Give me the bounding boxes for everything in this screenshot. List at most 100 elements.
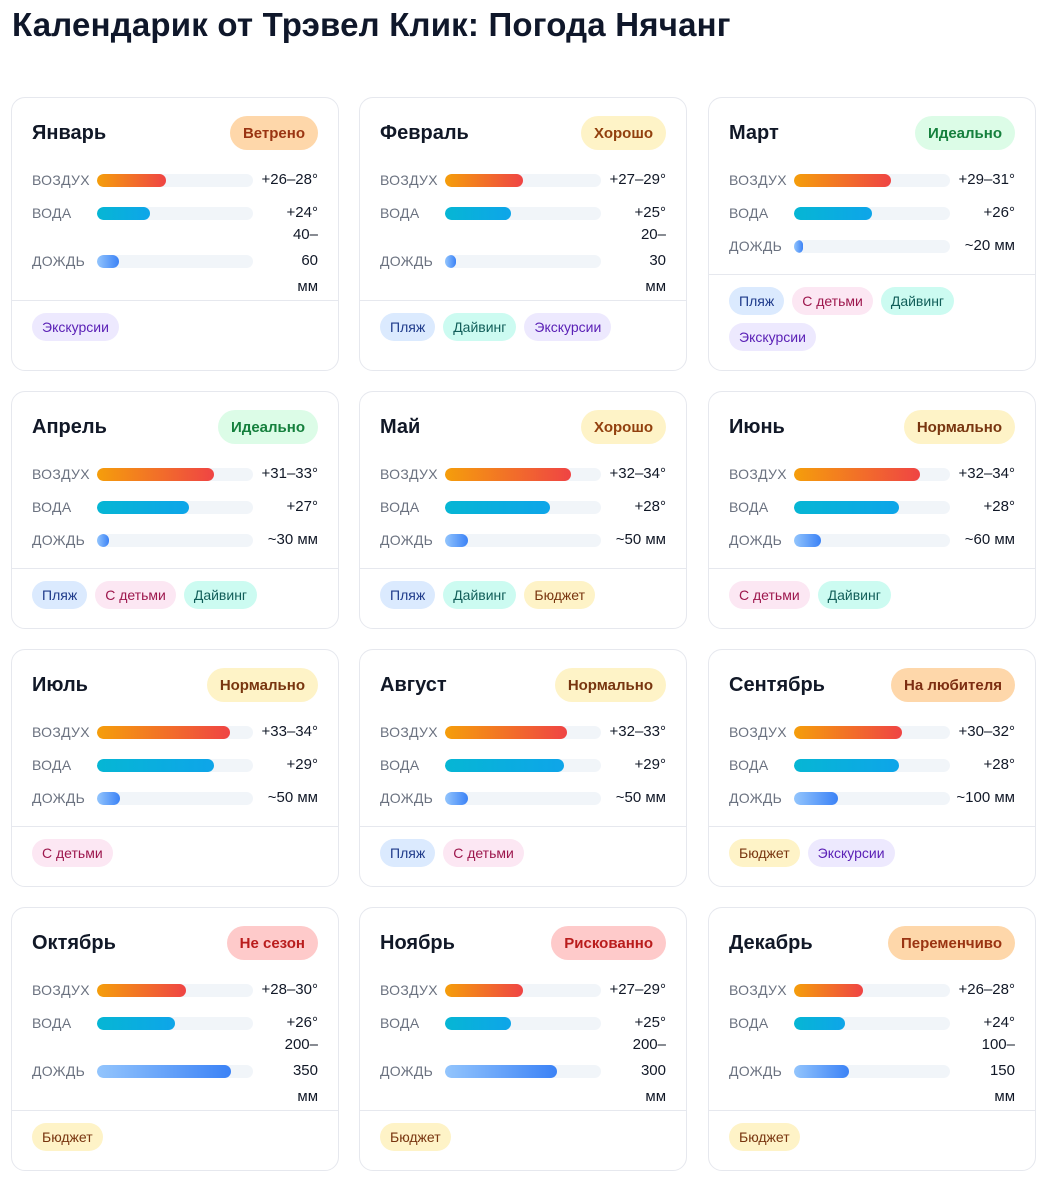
month-name: Июль — [32, 673, 88, 696]
status-badge: Идеально — [915, 116, 1015, 150]
card-header: Апрель Идеально — [32, 408, 318, 446]
water-value: +28° — [983, 756, 1015, 773]
rain-value: ~50 мм — [267, 789, 318, 806]
air-bar-fill — [445, 467, 572, 481]
air-value: +27–29° — [609, 171, 666, 188]
tag-budget[interactable]: Бюджет — [524, 581, 596, 609]
tag-budget[interactable]: Бюджет — [380, 1123, 451, 1151]
water-bar — [794, 206, 950, 220]
tag-diving[interactable]: Дайвинг — [880, 287, 955, 315]
tag-diving[interactable]: Дайвинг — [443, 581, 517, 609]
tag-beach[interactable]: Пляж — [32, 581, 88, 609]
air-label: ВОЗДУХ — [32, 724, 90, 740]
air-bar — [445, 983, 601, 997]
water-label: ВОДА — [380, 205, 420, 221]
water-metric: ВОДА +26° — [729, 201, 1015, 225]
card-divider — [12, 1110, 338, 1111]
tag-excursions[interactable]: Экскурсии — [807, 839, 895, 867]
air-value: +26–28° — [261, 171, 318, 188]
month-card: Апрель Идеально ВОЗДУХ +31–33° ВОДА +27° ДОЖДЬ… — [11, 391, 339, 629]
air-bar-fill — [794, 983, 863, 997]
tag-beach[interactable]: Пляж — [380, 839, 436, 867]
card-header: Сентябрь На любителя — [729, 666, 1015, 704]
rain-bar-fill — [794, 533, 821, 547]
tag-kids[interactable]: С детьми — [792, 287, 873, 315]
card-header: Январь Ветрено — [32, 114, 318, 152]
tag-budget[interactable]: Бюджет — [729, 1123, 800, 1151]
page-title: Календарик от Трэвел Клик: Погода Нячанг — [12, 6, 731, 43]
air-bar — [794, 173, 950, 187]
rain-bar — [794, 239, 950, 253]
month-card: Июль Нормально ВОЗДУХ +33–34° ВОДА +29° ДОЖДЬ ~… — [11, 649, 339, 887]
card-header: Март Идеально — [729, 114, 1015, 152]
rain-metric: ДОЖДЬ ~50 мм — [32, 786, 318, 810]
tag-kids[interactable]: С детьми — [95, 581, 176, 609]
tag-diving[interactable]: Дайвинг — [183, 581, 258, 609]
month-card: Январь Ветрено ВОЗДУХ +26–28° ВОДА +24° ДОЖДЬ 4… — [11, 97, 339, 371]
air-label: ВОЗДУХ — [32, 982, 90, 998]
card-divider — [360, 826, 686, 827]
water-bar-fill — [445, 758, 564, 772]
air-bar-fill — [97, 467, 214, 481]
rain-bar-fill — [794, 1064, 849, 1078]
tag-kids[interactable]: С детьми — [729, 581, 810, 609]
rain-bar — [97, 533, 253, 547]
tag-diving[interactable]: Дайвинг — [443, 313, 517, 341]
air-metric: ВОЗДУХ +28–30° — [32, 978, 318, 1002]
air-metric: ВОЗДУХ +29–31° — [729, 168, 1015, 192]
tag-budget[interactable]: Бюджет — [32, 1123, 103, 1151]
tag-beach[interactable]: Пляж — [380, 581, 436, 609]
air-label: ВОЗДУХ — [32, 172, 90, 188]
month-name: Июнь — [729, 415, 785, 438]
month-card: Сентябрь На любителя ВОЗДУХ +30–32° ВОДА +28°… — [708, 649, 1036, 887]
month-card: Март Идеально ВОЗДУХ +29–31° ВОДА +26° ДОЖДЬ ~2… — [708, 97, 1036, 371]
water-metric: ВОДА +25° — [380, 201, 666, 225]
tag-excursions[interactable]: Экскурсии — [32, 313, 119, 341]
rain-metric: ДОЖДЬ ~100 мм — [729, 786, 1015, 810]
air-value: +32–34° — [958, 465, 1015, 482]
card-divider — [12, 300, 338, 301]
rain-value: 200–300 мм — [632, 1036, 666, 1105]
water-value: +25° — [634, 1014, 666, 1031]
tag-list: Экскурсии — [32, 313, 318, 341]
water-value: +24° — [983, 1014, 1015, 1031]
month-name: Октябрь — [32, 931, 116, 954]
month-name: Декабрь — [729, 931, 813, 954]
water-label: ВОДА — [380, 499, 420, 515]
status-badge: Не сезон — [226, 926, 318, 960]
water-bar — [97, 500, 253, 514]
status-badge: Хорошо — [581, 116, 666, 150]
air-label: ВОЗДУХ — [380, 172, 438, 188]
air-bar-fill — [97, 173, 166, 187]
tag-list: Бюджет Экскурсии — [729, 839, 1015, 867]
tag-kids[interactable]: С детьми — [32, 839, 113, 867]
rain-value: 200–350 мм — [284, 1036, 318, 1105]
rain-value: 20–30 мм — [640, 226, 666, 295]
tag-beach[interactable]: Пляж — [380, 313, 436, 341]
air-bar — [445, 467, 601, 481]
months-grid: Январь Ветрено ВОЗДУХ +26–28° ВОДА +24° ДОЖДЬ 4… — [11, 97, 1036, 1171]
water-label: ВОДА — [380, 757, 420, 773]
air-bar — [445, 173, 601, 187]
air-bar — [97, 725, 253, 739]
rain-metric: ДОЖДЬ ~20 мм — [729, 234, 1015, 258]
tag-excursions[interactable]: Экскурсии — [524, 313, 612, 341]
water-metric: ВОДА +28° — [729, 495, 1015, 519]
air-value: +33–34° — [261, 723, 318, 740]
air-bar — [97, 173, 253, 187]
water-bar-fill — [445, 500, 550, 514]
water-bar — [445, 1016, 601, 1030]
tag-kids[interactable]: С детьми — [443, 839, 524, 867]
card-header: Ноябрь Рискованно — [380, 924, 666, 962]
water-bar-fill — [97, 500, 190, 514]
month-card: Октябрь Не сезон ВОЗДУХ +28–30° ВОДА +26° ДОЖД… — [11, 907, 339, 1171]
water-value: +29° — [286, 756, 318, 773]
tag-excursions[interactable]: Экскурсии — [729, 323, 816, 351]
card-header: Июнь Нормально — [729, 408, 1015, 446]
air-bar-fill — [97, 983, 186, 997]
water-label: ВОДА — [32, 499, 72, 515]
tag-diving[interactable]: Дайвинг — [817, 581, 891, 609]
tag-beach[interactable]: Пляж — [729, 287, 785, 315]
tag-budget[interactable]: Бюджет — [729, 839, 800, 867]
rain-bar — [445, 254, 601, 268]
